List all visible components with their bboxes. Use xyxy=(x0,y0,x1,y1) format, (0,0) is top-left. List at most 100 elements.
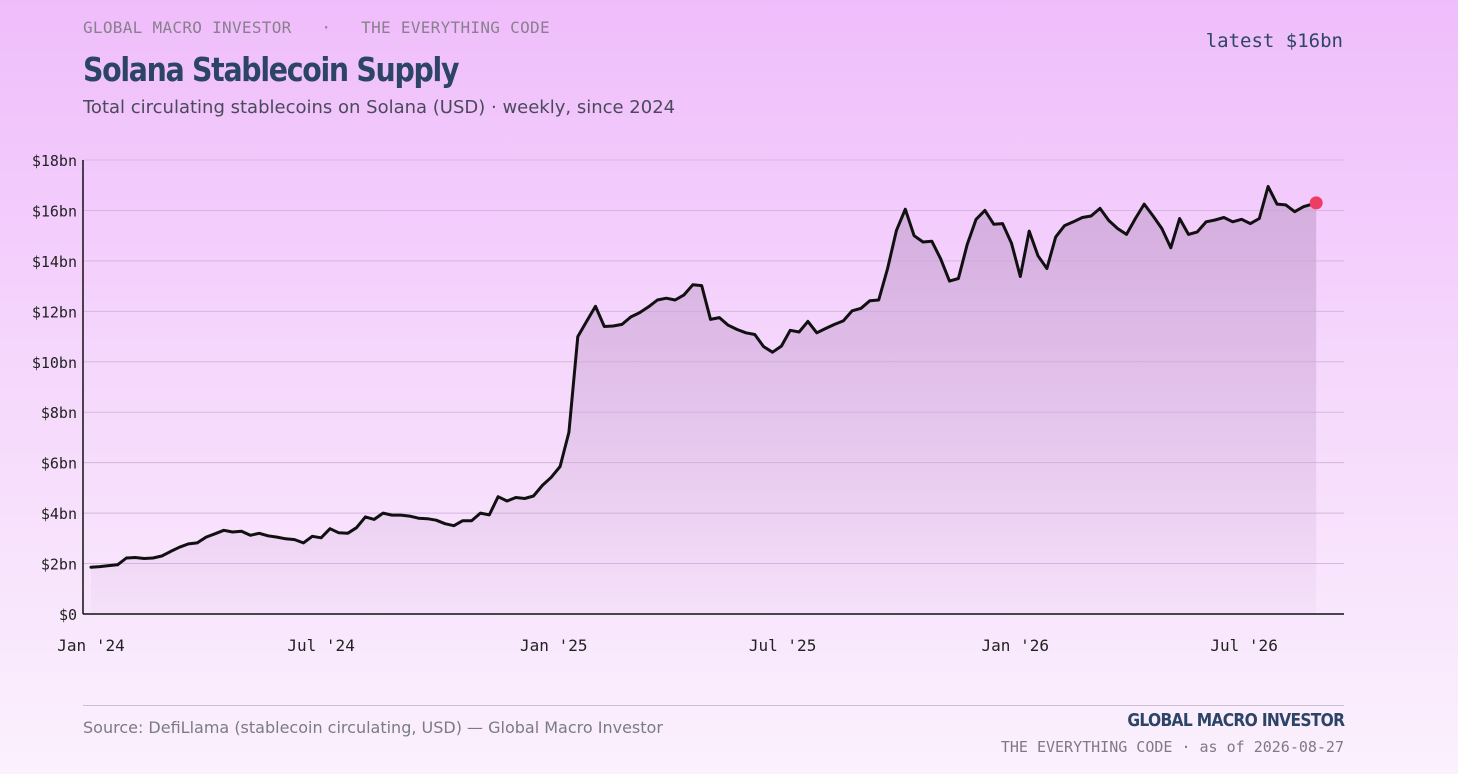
data-points xyxy=(89,185,1318,569)
data-point xyxy=(284,537,287,541)
data-point xyxy=(576,335,579,338)
data-point xyxy=(1196,230,1199,234)
data-point xyxy=(1054,235,1057,239)
data-point xyxy=(948,279,951,283)
data-point xyxy=(1178,217,1181,220)
kicker-series: THE EVERYTHING CODE xyxy=(361,18,550,37)
data-point xyxy=(789,329,792,332)
data-point xyxy=(240,530,243,533)
data-point xyxy=(904,207,907,211)
latest-value: latest $16bn xyxy=(1205,30,1343,52)
data-point xyxy=(718,316,721,319)
data-point xyxy=(1302,205,1305,208)
data-point xyxy=(479,511,482,515)
brand-logo-text: GLOBAL MACRO INVESTOR xyxy=(1126,710,1345,731)
data-point xyxy=(178,545,181,549)
data-point xyxy=(187,542,190,546)
data-point xyxy=(665,297,668,300)
data-point xyxy=(611,324,615,328)
data-point xyxy=(1063,224,1066,227)
data-point xyxy=(116,563,119,567)
data-point xyxy=(1284,203,1288,207)
data-point xyxy=(1134,217,1137,220)
data-point xyxy=(125,556,128,560)
data-point xyxy=(293,538,296,541)
data-point xyxy=(1204,220,1208,223)
data-point xyxy=(496,495,500,498)
y-tick-label: $18bn xyxy=(32,152,77,170)
data-point xyxy=(311,535,314,538)
data-point xyxy=(249,534,252,537)
data-point xyxy=(895,229,898,232)
data-point xyxy=(355,526,358,529)
data-point xyxy=(1266,185,1270,188)
data-point xyxy=(921,240,925,244)
x-tick-label: Jan '26 xyxy=(982,636,1049,655)
latest-marker xyxy=(1309,196,1323,210)
data-point xyxy=(930,240,934,243)
data-point xyxy=(461,519,464,522)
data-point xyxy=(1107,219,1111,222)
data-point xyxy=(673,298,677,302)
data-point xyxy=(142,557,146,560)
data-point xyxy=(1036,254,1040,258)
y-tick-label: $12bn xyxy=(32,303,77,321)
kicker-brand: GLOBAL MACRO INVESTOR xyxy=(83,18,292,37)
data-point xyxy=(1275,202,1279,206)
chart-title: Solana Stablecoin Supply xyxy=(83,50,459,89)
x-tick-label: Jul '25 xyxy=(749,636,816,655)
data-point xyxy=(974,218,978,221)
data-point xyxy=(523,497,526,500)
data-point xyxy=(1222,216,1226,219)
y-axis-labels: $0 $2bn $4bn $6bn $8bn $10bn $12bn $14bn $16bn $1… xyxy=(32,152,77,624)
data-point xyxy=(558,465,562,468)
data-point xyxy=(1160,227,1164,230)
data-point xyxy=(470,519,473,522)
data-point xyxy=(390,513,394,517)
data-point xyxy=(266,534,270,538)
data-point xyxy=(647,305,650,308)
y-tick-label: $8bn xyxy=(41,404,77,422)
x-tick-label: Jan '24 xyxy=(57,636,124,655)
data-point xyxy=(275,535,279,539)
data-point xyxy=(824,327,827,330)
data-point xyxy=(213,532,217,535)
data-point xyxy=(727,324,730,327)
data-point xyxy=(1293,210,1296,213)
y-tick-label: $14bn xyxy=(32,253,77,271)
data-point xyxy=(762,345,765,348)
data-point xyxy=(842,319,845,323)
data-point xyxy=(1143,202,1146,206)
kicker-separator: · xyxy=(321,18,332,37)
data-point xyxy=(1231,220,1234,223)
data-point xyxy=(426,517,429,520)
source-note: Source: DefiLlama (stablecoin circulatin… xyxy=(83,718,663,737)
data-point xyxy=(1258,217,1261,220)
data-point xyxy=(744,331,748,334)
data-point xyxy=(1169,246,1172,249)
data-point xyxy=(222,529,225,532)
data-point xyxy=(319,536,323,540)
data-point xyxy=(691,283,695,287)
data-point xyxy=(638,311,641,314)
data-point xyxy=(1089,214,1093,218)
data-point xyxy=(567,431,571,434)
x-tick-label: Jan '25 xyxy=(520,636,587,655)
data-point xyxy=(983,209,987,212)
data-point xyxy=(1072,220,1075,223)
x-tick-label: Jul '24 xyxy=(287,636,354,655)
data-point xyxy=(408,514,411,518)
data-point xyxy=(381,511,385,515)
y-tick-label: $4bn xyxy=(41,505,77,523)
data-point xyxy=(735,328,739,331)
as-of-note: THE EVERYTHING CODE · as of 2026-08-27 xyxy=(1000,738,1344,756)
data-point xyxy=(89,566,93,569)
data-point xyxy=(603,325,606,328)
data-point xyxy=(328,527,332,530)
data-point xyxy=(957,277,960,280)
data-point xyxy=(346,532,349,535)
data-point xyxy=(815,331,818,334)
data-point xyxy=(1125,233,1128,236)
data-point xyxy=(992,223,995,226)
footer-divider xyxy=(83,705,1344,706)
